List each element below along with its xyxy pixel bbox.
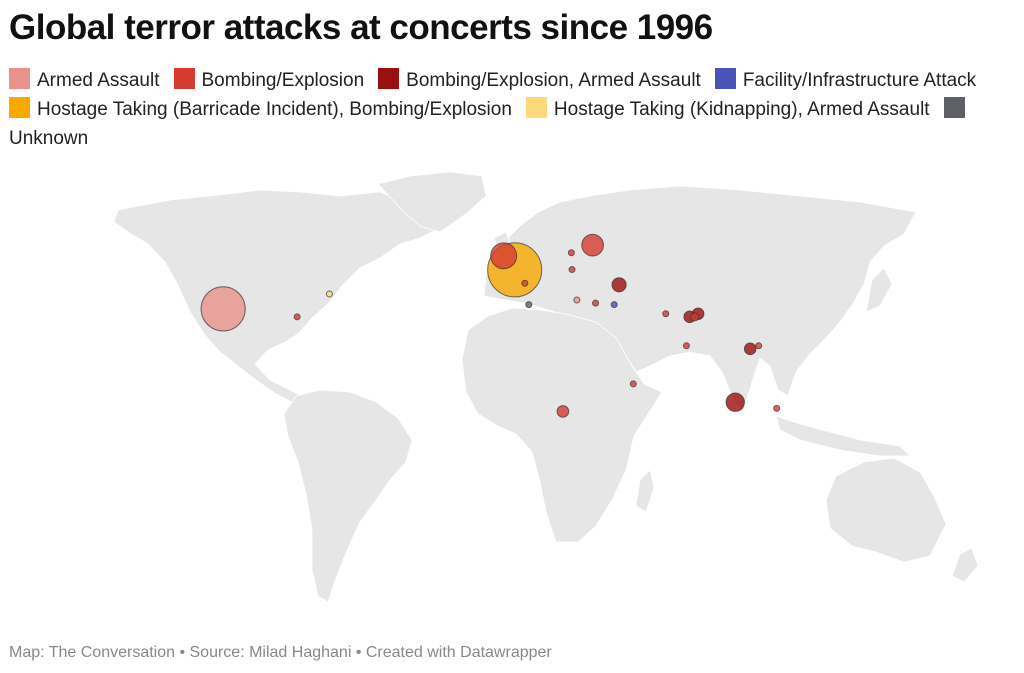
bubble [682,342,690,350]
legend-swatch [9,97,30,118]
bubble [725,392,745,412]
bubble [690,312,700,322]
bubble [525,301,533,309]
africa [461,307,663,543]
bubble [573,296,581,304]
bubble [200,286,246,332]
legend-swatch [9,68,30,89]
australia [825,457,947,563]
legend-label: Facility/Infrastructure Attack [742,70,977,91]
madagascar [635,469,655,513]
legend-swatch [714,68,736,89]
legend: Armed Assault Bombing/Explosion Bombing/Ex… [9,66,1014,153]
greenland [377,171,487,233]
legend-swatch [943,97,965,118]
legend-swatch [525,97,547,118]
legend-label: Hostage Taking (Barricade Incident), Bom… [37,99,512,120]
bubble [662,310,670,318]
new-zealand [951,547,979,583]
north-america [113,189,441,403]
bubble [325,290,333,298]
bubble [568,266,576,274]
bubble [567,249,575,257]
markers [200,233,781,418]
bubble [581,233,604,257]
indonesia [775,415,911,457]
legend-item: Bombing/Explosion, Armed Assault [378,68,701,91]
bubble [293,313,301,321]
legend-item: Unknown [9,97,972,149]
japan [865,267,893,313]
bubble [611,277,627,293]
bubble [592,299,600,307]
legend-item: Bombing/Explosion [173,68,365,91]
legend-label: Unknown [9,128,89,149]
legend-item: Facility/Infrastructure Attack [714,68,977,91]
bubble [521,279,529,287]
legend-item: Hostage Taking (Barricade Incident), Bom… [9,97,512,120]
bubble [610,301,618,309]
south-america [283,389,413,603]
legend-item: Hostage Taking (Kidnapping), Armed Assau… [525,97,930,120]
legend-label: Armed Assault [37,70,160,91]
legend-label: Hostage Taking (Kidnapping), Armed Assau… [553,99,930,120]
legend-swatch [173,68,195,89]
bubble [773,404,781,412]
land [113,171,979,603]
legend-swatch [378,68,400,89]
footer: Map: The Conversation • Source: Milad Ha… [9,644,552,661]
bubble [743,342,757,356]
bubble [490,242,518,270]
bubble [556,405,570,418]
map [113,171,979,603]
chart-title: Global terror attacks at concerts since … [9,8,713,47]
legend-label: Bombing/Explosion [201,70,365,91]
bubble [755,342,763,350]
legend-item: Armed Assault [9,68,160,91]
legend-label: Bombing/Explosion, Armed Assault [406,70,701,91]
bubble [629,380,637,388]
